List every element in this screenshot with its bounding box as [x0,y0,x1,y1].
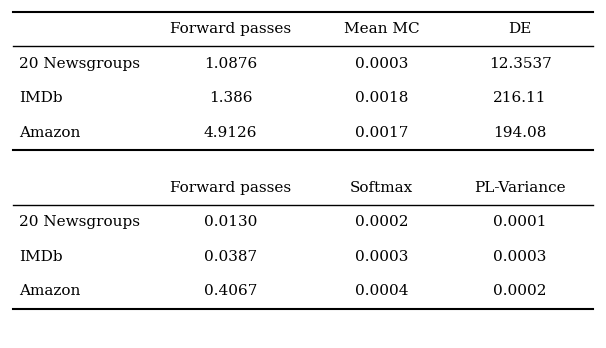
Text: 0.0387: 0.0387 [204,250,257,264]
Text: Amazon: Amazon [19,284,81,298]
Text: 12.3537: 12.3537 [489,56,551,71]
Text: Softmax: Softmax [350,181,413,195]
Text: 0.4067: 0.4067 [204,284,258,298]
Text: DE: DE [508,22,532,36]
Text: 0.0004: 0.0004 [355,284,408,298]
Text: 0.0002: 0.0002 [355,215,408,229]
Text: 0.0003: 0.0003 [355,56,408,71]
Text: 1.386: 1.386 [209,91,252,105]
Text: 1.0876: 1.0876 [204,56,257,71]
Text: 0.0130: 0.0130 [204,215,258,229]
Text: Forward passes: Forward passes [170,181,291,195]
Text: 0.0018: 0.0018 [355,91,408,105]
Text: 20 Newsgroups: 20 Newsgroups [19,215,141,229]
Text: PL-Variance: PL-Variance [474,181,566,195]
Text: IMDb: IMDb [19,91,63,105]
Text: 216.11: 216.11 [493,91,547,105]
Text: 0.0003: 0.0003 [355,250,408,264]
Text: 0.0003: 0.0003 [493,250,547,264]
Text: Amazon: Amazon [19,126,81,140]
Text: 0.0002: 0.0002 [493,284,547,298]
Text: 4.9126: 4.9126 [204,126,258,140]
Text: Forward passes: Forward passes [170,22,291,36]
Text: IMDb: IMDb [19,250,63,264]
Text: Mean MC: Mean MC [344,22,419,36]
Text: 0.0017: 0.0017 [355,126,408,140]
Text: 194.08: 194.08 [493,126,547,140]
Text: 0.0001: 0.0001 [493,215,547,229]
Text: 20 Newsgroups: 20 Newsgroups [19,56,141,71]
